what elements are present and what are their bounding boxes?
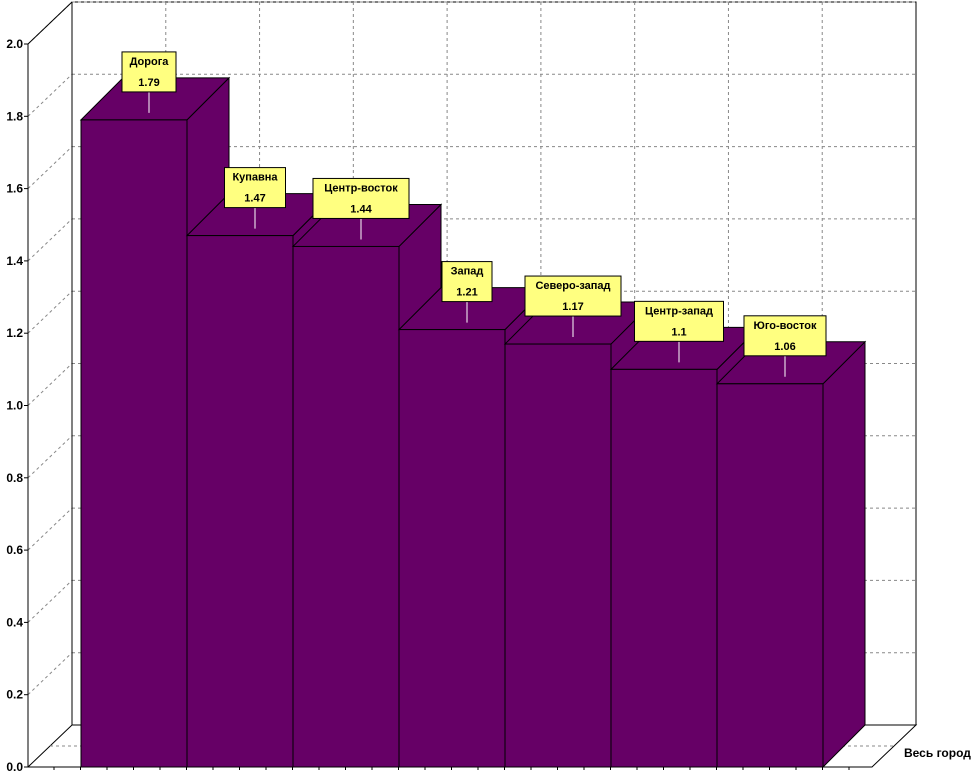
callout-box [224, 167, 286, 209]
bar-value-label: 1.06 [774, 341, 795, 353]
gridline-side [27, 507, 73, 551]
bar-side [822, 340, 866, 769]
bar [186, 235, 294, 768]
bar-category-label: Дорога [130, 56, 170, 68]
bar [504, 343, 612, 768]
y-tick-label: 0.2 [6, 688, 23, 702]
bar-value-label: 1.47 [244, 193, 265, 205]
gridline-side [27, 73, 73, 117]
gridline-side [27, 363, 73, 406]
y-tick-label: 1.0 [6, 399, 23, 413]
bar-value-label: 1.17 [562, 301, 583, 313]
bar-value-label: 1.79 [138, 77, 159, 89]
gridline-side [27, 218, 73, 262]
bar-value-label: 1.44 [350, 203, 372, 215]
y-tick-label: 1.4 [6, 254, 23, 268]
bar-category-label: Центр-восток [324, 182, 398, 194]
callout-box [634, 300, 724, 342]
callout-box [121, 51, 177, 93]
bar-value-label: 1.21 [456, 287, 477, 299]
bar-category-label: Северо-запад [535, 280, 610, 292]
bar-category-label: Юго-восток [754, 320, 817, 332]
x-category-label: Весь город [904, 746, 971, 760]
side-wall-top [27, 1, 73, 45]
y-tick-label: 1.6 [6, 182, 23, 196]
y-tick-label: 2.0 [6, 37, 23, 51]
data-labels: Дорога 1.79 Купавна 1.47 Центр-восток 1.44 Зап… [121, 51, 827, 377]
y-tick-label: 0.6 [6, 543, 23, 557]
gridline-side [27, 580, 73, 623]
callout-box [312, 177, 410, 219]
bar-category-label: Запад [451, 266, 484, 278]
callout-box [743, 315, 827, 357]
bar [610, 368, 718, 768]
gridline-side [27, 435, 73, 479]
bar [716, 383, 824, 768]
bar [398, 329, 506, 768]
y-axis-ticks: 0.0 0.2 0.4 0.6 0.8 1.0 1.2 1.4 1.6 1.8 2.0 [6, 37, 28, 771]
y-tick-label: 0.0 [6, 760, 23, 771]
y-tick-label: 1.8 [6, 109, 23, 123]
bar [292, 245, 400, 768]
y-tick-label: 0.4 [6, 615, 23, 629]
y-tick-label: 1.2 [6, 326, 23, 340]
y-tick-label: 0.8 [6, 471, 23, 485]
bar-category-label: Купавна [232, 172, 278, 184]
bar-category-label: Центр-запад [645, 305, 713, 317]
bars [79, 76, 867, 769]
gridline-side [27, 290, 73, 334]
callout-box [524, 275, 622, 317]
gridline-side [27, 652, 73, 696]
bar-value-label: 1.1 [671, 326, 686, 338]
bar [80, 119, 188, 768]
gridline-side [27, 146, 73, 189]
callout-box [441, 261, 493, 303]
